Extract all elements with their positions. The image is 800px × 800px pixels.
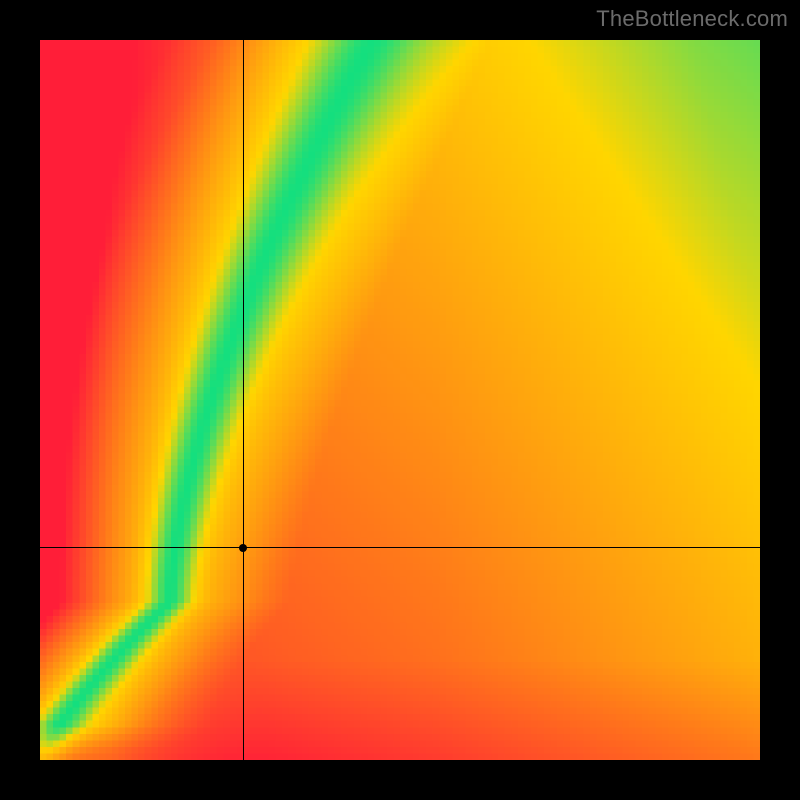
chart-container: TheBottleneck.com: [0, 0, 800, 800]
bottleneck-heatmap: [40, 40, 760, 760]
crosshair-vertical: [243, 40, 244, 760]
crosshair-horizontal: [40, 547, 760, 548]
watermark-text: TheBottleneck.com: [596, 6, 788, 32]
marker-dot: [239, 544, 247, 552]
